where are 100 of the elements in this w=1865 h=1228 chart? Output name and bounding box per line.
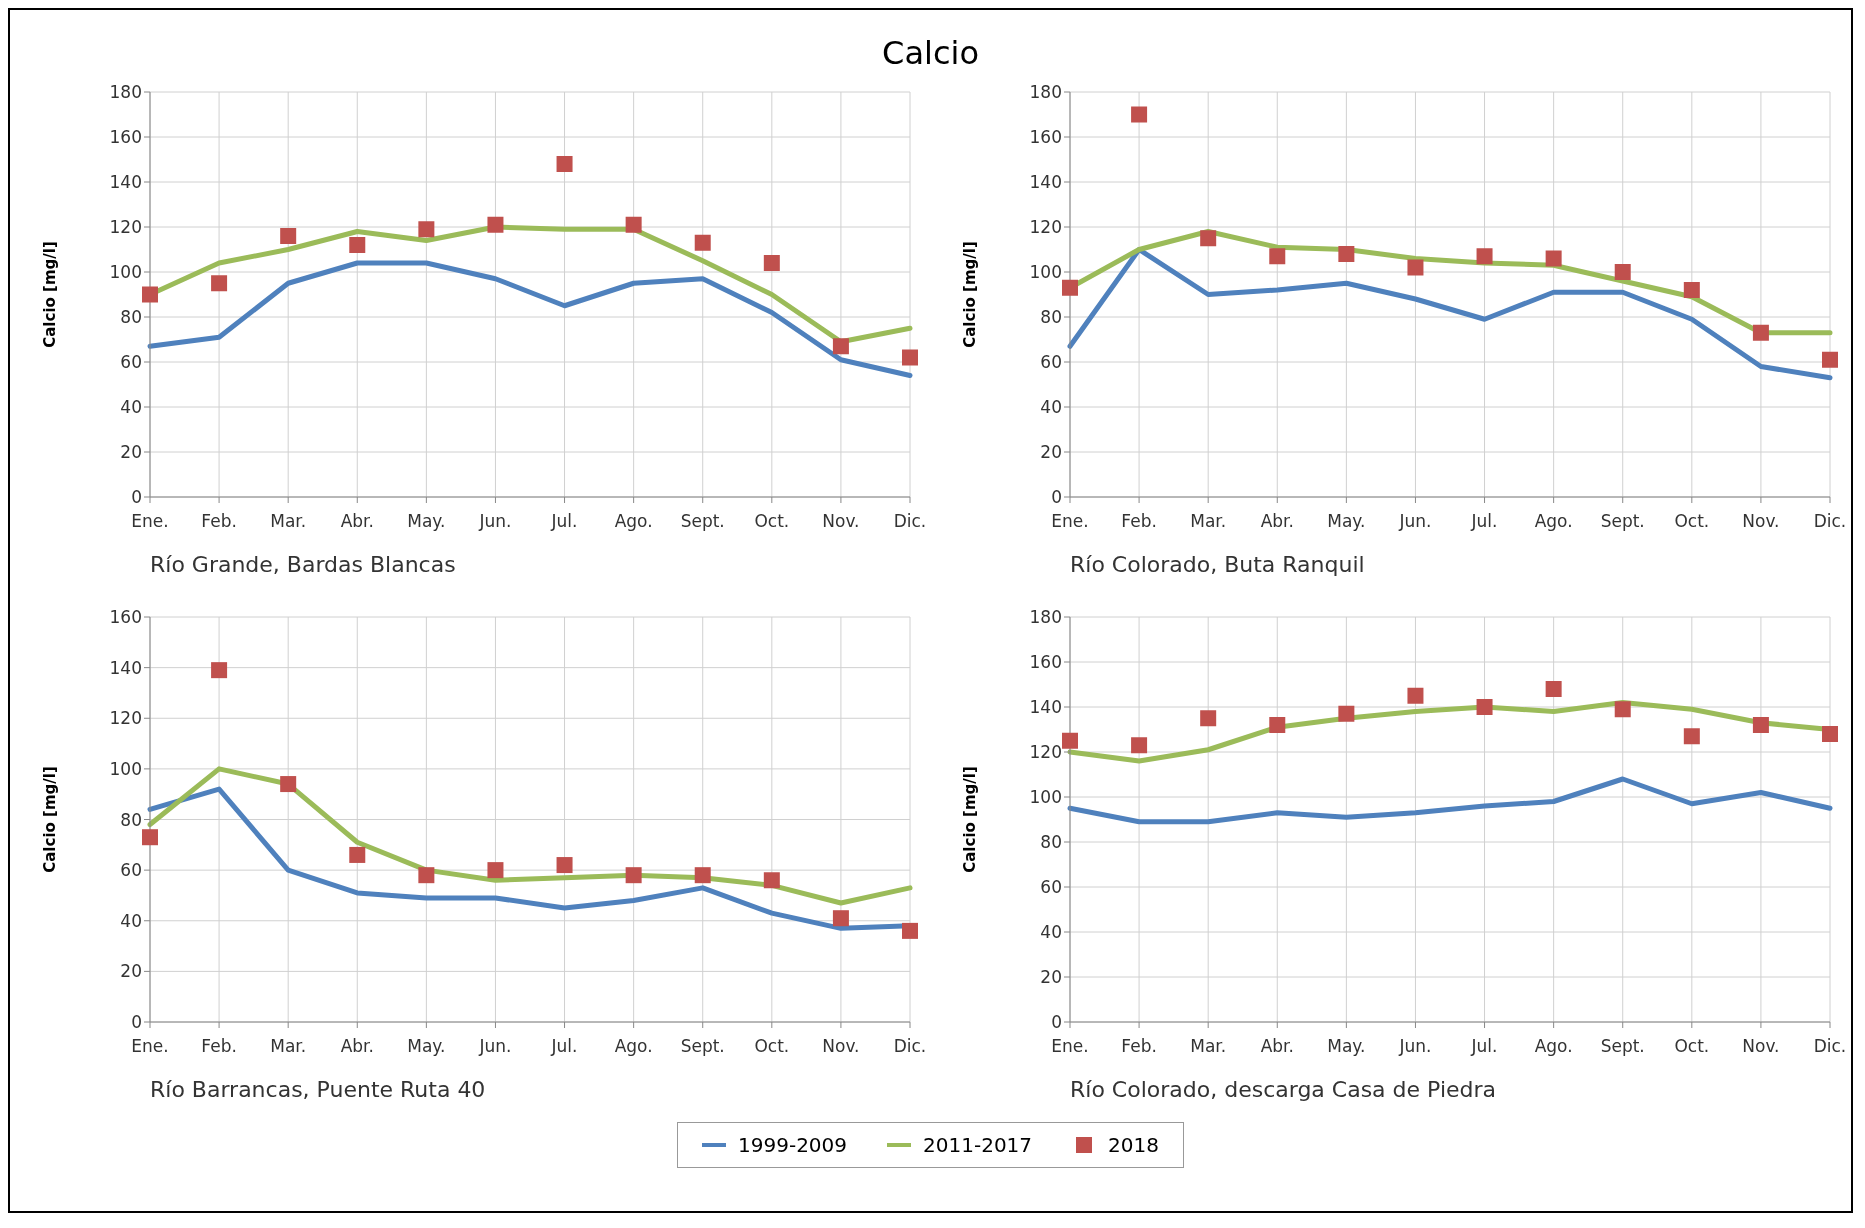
point xyxy=(1062,279,1078,296)
x-tick-label: Ago. xyxy=(614,511,653,532)
y-tick-label: 20 xyxy=(1040,967,1062,988)
x-axis-title: Río Grande, Bardas Blancas xyxy=(150,552,457,577)
y-tick-label: 100 xyxy=(1029,262,1062,283)
point xyxy=(1683,282,1700,298)
y-axis-title: Calcio [mg/l] xyxy=(961,766,980,873)
x-tick-label: Nov. xyxy=(822,1036,860,1057)
x-tick-label: Mar. xyxy=(270,511,307,532)
x-tick-label: Nov. xyxy=(1742,1036,1780,1057)
point xyxy=(1476,699,1493,715)
x-tick-label: Dic. xyxy=(893,1036,927,1057)
y-tick-label: 120 xyxy=(1029,217,1062,238)
point xyxy=(1062,732,1078,749)
x-tick-label: Mar. xyxy=(1190,1036,1227,1057)
y-tick-label: 60 xyxy=(120,352,142,373)
point xyxy=(1752,717,1769,733)
point xyxy=(1752,324,1769,341)
point xyxy=(142,829,158,846)
y-tick-label: 0 xyxy=(1051,487,1062,508)
point xyxy=(211,662,228,679)
y-tick-label: 120 xyxy=(109,708,142,729)
x-tick-label: Ago. xyxy=(614,1036,653,1057)
point xyxy=(1200,710,1217,727)
point xyxy=(1545,681,1562,697)
x-tick-label: Jul. xyxy=(1470,511,1498,532)
y-tick-label: 140 xyxy=(1029,697,1062,718)
point xyxy=(142,286,158,303)
chart-title: Calcio xyxy=(881,34,980,72)
x-tick-label: Abr. xyxy=(340,1036,374,1057)
x-tick-label: Abr. xyxy=(1260,1036,1294,1057)
y-tick-label: 80 xyxy=(120,809,142,830)
x-tick-label: Feb. xyxy=(1121,1036,1157,1057)
y-tick-label: 140 xyxy=(109,172,142,193)
y-tick-label: 160 xyxy=(1029,652,1062,673)
x-tick-label: Feb. xyxy=(201,1036,237,1057)
y-tick-label: 60 xyxy=(120,860,142,881)
y-tick-label: 20 xyxy=(1040,442,1062,463)
y-tick-label: 20 xyxy=(120,442,142,463)
x-tick-label: Ene. xyxy=(1051,1036,1089,1057)
point xyxy=(349,846,366,863)
x-tick-label: Mar. xyxy=(1190,511,1227,532)
point xyxy=(1338,246,1355,262)
x-axis-title: Río Barrancas, Puente Ruta 40 xyxy=(150,1077,487,1102)
point xyxy=(556,156,573,172)
y-tick-label: 140 xyxy=(1029,172,1062,193)
point xyxy=(832,910,849,927)
point xyxy=(1614,701,1631,718)
x-tick-label: Jun. xyxy=(1398,1036,1432,1057)
point xyxy=(280,228,297,244)
y-tick-label: 120 xyxy=(1029,742,1062,763)
y-tick-label: 180 xyxy=(109,82,142,103)
point xyxy=(487,862,504,879)
point xyxy=(418,221,435,238)
y-tick-label: 120 xyxy=(109,217,142,238)
point xyxy=(1683,728,1700,745)
y-axis-title: Calcio [mg/l] xyxy=(41,766,60,873)
y-tick-label: 140 xyxy=(109,657,142,678)
y-tick-label: 0 xyxy=(131,1012,142,1033)
point xyxy=(1545,250,1562,267)
y-tick-label: 40 xyxy=(1040,397,1062,418)
point xyxy=(902,922,918,939)
point xyxy=(1614,264,1631,280)
point xyxy=(1200,230,1217,247)
x-tick-label: Jun. xyxy=(1398,511,1432,532)
point xyxy=(1269,248,1286,265)
y-tick-label: 100 xyxy=(1029,787,1062,808)
x-tick-label: Nov. xyxy=(822,511,860,532)
point xyxy=(556,857,573,874)
y-tick-label: 160 xyxy=(1029,127,1062,148)
y-tick-label: 0 xyxy=(131,487,142,508)
point xyxy=(1131,106,1148,123)
y-tick-label: 180 xyxy=(1029,607,1062,628)
y-tick-label: 60 xyxy=(1040,877,1062,898)
y-tick-label: 160 xyxy=(109,607,142,628)
y-tick-label: 40 xyxy=(120,910,142,931)
x-tick-label: May. xyxy=(407,1036,446,1057)
point xyxy=(1822,726,1838,742)
x-tick-label: Feb. xyxy=(201,511,237,532)
point xyxy=(487,216,504,233)
x-axis-title: Río Colorado, Buta Ranquil xyxy=(1070,552,1366,577)
point xyxy=(763,872,780,889)
y-axis-title: Calcio [mg/l] xyxy=(961,241,980,348)
point xyxy=(1407,259,1424,276)
point xyxy=(211,275,228,292)
x-tick-label: Sept. xyxy=(1600,1036,1645,1057)
point xyxy=(694,234,711,251)
y-axis-title: Calcio [mg/l] xyxy=(41,241,60,348)
point xyxy=(625,867,642,884)
x-tick-label: Ene. xyxy=(131,1036,169,1057)
x-tick-label: Sept. xyxy=(680,1036,725,1057)
point xyxy=(832,338,849,355)
point xyxy=(1131,737,1148,754)
point xyxy=(625,216,642,233)
legend-label: 2011-2017 xyxy=(923,1133,1033,1157)
x-tick-label: Sept. xyxy=(680,511,725,532)
x-tick-label: Jul. xyxy=(550,1036,578,1057)
point xyxy=(1822,351,1838,368)
legend-label: 2018 xyxy=(1108,1133,1159,1157)
x-tick-label: Abr. xyxy=(340,511,374,532)
